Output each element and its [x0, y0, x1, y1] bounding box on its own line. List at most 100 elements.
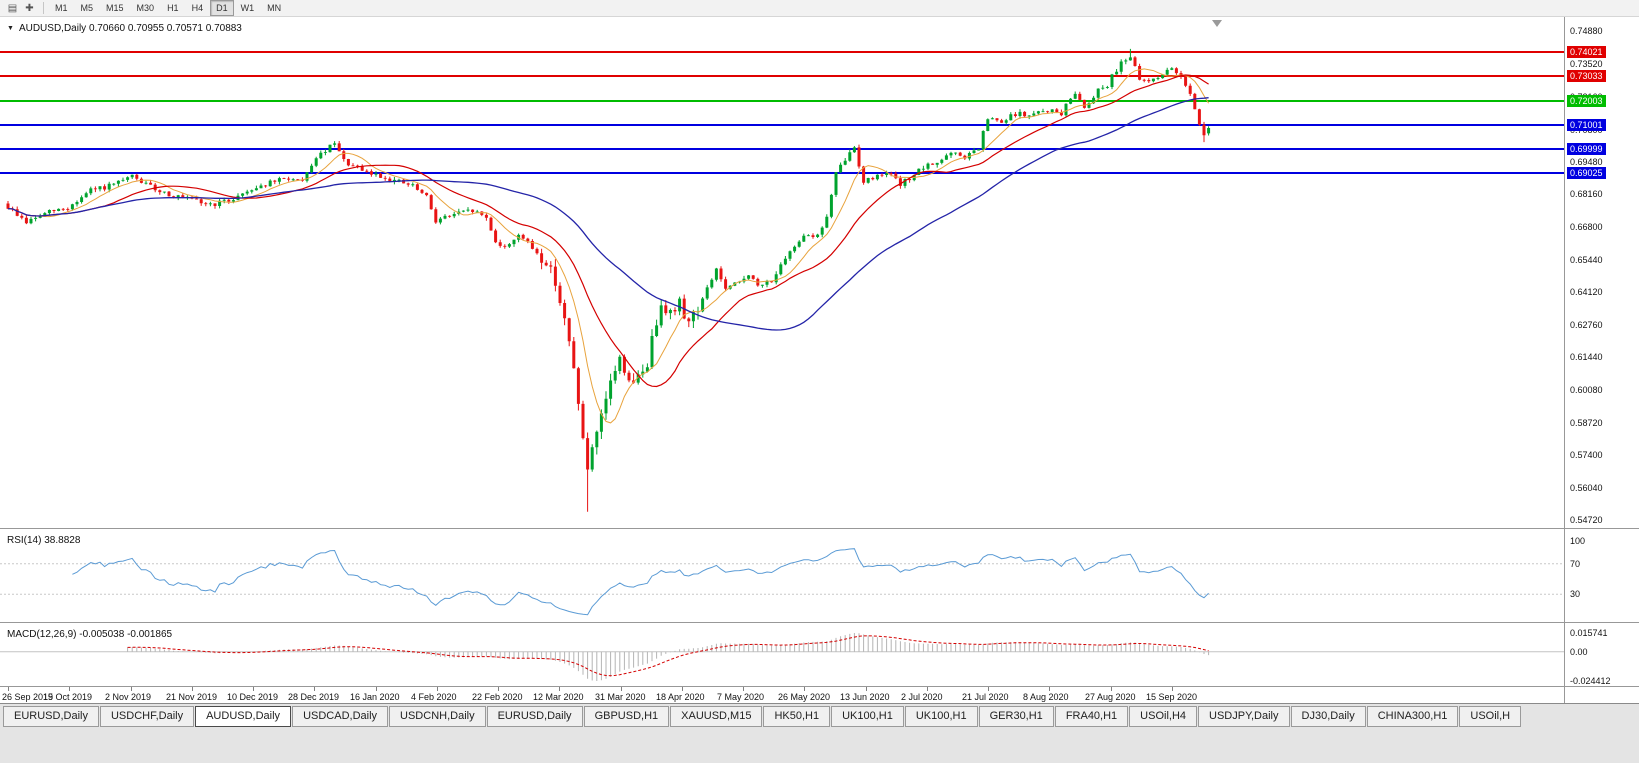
- tab-usdjpy-daily[interactable]: USDJPY,Daily: [1198, 706, 1290, 727]
- tab-gbpusd-h1[interactable]: GBPUSD,H1: [583, 706, 670, 727]
- date-tick: [192, 687, 193, 691]
- date-tick: [498, 687, 499, 691]
- price-axis-label: 0.61440: [1570, 352, 1603, 362]
- date-tick: [376, 687, 377, 691]
- level-price-badge: 0.72003: [1567, 94, 1606, 107]
- price-axis-label: 0.57400: [1570, 449, 1603, 460]
- charts-grid-icon[interactable]: ▤: [7, 2, 18, 14]
- date-label: 15 Oct 2019: [43, 692, 93, 702]
- toolbar: ▤ ✚ M1 M5 M15 M30 H1 H4 D1 W1 MN: [0, 0, 1639, 17]
- tab-china300-h1[interactable]: CHINA300,H1: [1366, 706, 1459, 727]
- timeframe-m5[interactable]: M5: [80, 3, 94, 13]
- tab-usdcad-daily[interactable]: USDCAD,Daily: [292, 706, 389, 727]
- date-label: 18 Apr 2020: [656, 692, 705, 702]
- date-tick: [69, 687, 70, 691]
- timeframe-h4[interactable]: H4: [191, 3, 204, 13]
- tab-hk50-h1[interactable]: HK50,H1: [763, 706, 831, 727]
- date-tick: [743, 687, 744, 691]
- date-label: 13 Jun 2020: [840, 692, 890, 702]
- date-label: 2 Nov 2019: [105, 692, 152, 702]
- chart-tabs: EURUSD,Daily USDCHF,Daily AUDUSD,Daily USDC…: [3, 706, 1637, 727]
- date-label: 12 Mar 2020: [533, 692, 584, 702]
- date-label: 16 Jan 2020: [350, 692, 400, 702]
- timeframe-w1[interactable]: W1: [240, 3, 255, 13]
- rsi-canvas[interactable]: [0, 529, 1564, 622]
- price-axis-label: 0.74880: [1570, 26, 1603, 36]
- chart-tabbar: EURUSD,Daily USDCHF,Daily AUDUSD,Daily USDC…: [0, 703, 1639, 763]
- price-axis-label: 0.73520: [1570, 58, 1603, 69]
- macd-axis-label: 0.00: [1570, 646, 1588, 657]
- tab-usoil-h4[interactable]: USOil,H4: [1129, 706, 1198, 727]
- price-axis[interactable]: 0.748800.735200.721600.708000.694800.681…: [1564, 17, 1639, 528]
- macd-panel: 0.015741 0.00 -0.024412 MACD(12,26,9) -0.0…: [0, 622, 1639, 686]
- date-axis-corner: [1564, 687, 1639, 703]
- tab-eurusd-daily[interactable]: EURUSD,Daily: [486, 706, 583, 727]
- price-axis-label: 0.62760: [1570, 319, 1603, 330]
- date-label: 15 Sep 2020: [1146, 692, 1198, 702]
- timeframe-m1[interactable]: M1: [55, 3, 68, 13]
- tab-eurusd-daily[interactable]: EURUSD,Daily: [3, 706, 99, 727]
- date-axis[interactable]: 26 Sep 2019 15 Oct 2019 2 Nov 2019 21 Nov 2…: [0, 686, 1639, 703]
- tab-uk100-h1[interactable]: UK100,H1: [904, 706, 978, 727]
- timeframe-mn[interactable]: MN: [267, 3, 282, 13]
- price-axis-label: 0.56040: [1570, 482, 1603, 493]
- date-tick: [927, 687, 928, 691]
- level-price-badge: 0.74021: [1567, 45, 1606, 58]
- date-tick: [314, 687, 315, 691]
- tab-fra40-h1[interactable]: FRA40,H1: [1054, 706, 1129, 727]
- tab-usdchf-daily[interactable]: USDCHF,Daily: [99, 706, 195, 727]
- rsi-axis-label: 100: [1570, 536, 1586, 546]
- timeframe-m30[interactable]: M30: [136, 3, 155, 13]
- macd-axis-label: -0.024412: [1570, 676, 1611, 686]
- rsi-label: RSI(14) 38.8828: [7, 535, 81, 546]
- date-label: 21 Jul 2020: [962, 692, 1009, 702]
- tab-dj30-daily[interactable]: DJ30,Daily: [1290, 706, 1366, 727]
- rsi-axis[interactable]: 100 70 30: [1564, 529, 1639, 622]
- level-price-badge: 0.69025: [1567, 167, 1606, 180]
- level-price-badge: 0.71001: [1567, 119, 1606, 132]
- price-axis-label: 0.60080: [1570, 384, 1603, 395]
- level-price-badge: 0.73033: [1567, 69, 1606, 82]
- chart-shift-marker[interactable]: [1212, 20, 1222, 27]
- date-tick: [131, 687, 132, 691]
- chart-title: ▼ AUDUSD,Daily 0.70660 0.70955 0.70571 0…: [7, 23, 242, 34]
- rsi-panel: 100 70 30 RSI(14) 38.8828: [0, 528, 1639, 622]
- timeframe-m15[interactable]: M15: [106, 3, 124, 13]
- date-tick: [437, 687, 438, 691]
- macd-axis[interactable]: 0.015741 0.00 -0.024412: [1564, 623, 1639, 686]
- date-label: 4 Feb 2020: [411, 692, 457, 702]
- price-chart-panel: 0.748800.735200.721600.708000.694800.681…: [0, 17, 1639, 528]
- price-chart-canvas[interactable]: [0, 17, 1564, 528]
- date-label: 27 Aug 2020: [1085, 692, 1136, 702]
- crosshair-icon[interactable]: ✚: [25, 2, 34, 14]
- price-axis-label: 0.65440: [1570, 254, 1603, 265]
- date-label: 10 Dec 2019: [227, 692, 279, 702]
- macd-label: MACD(12,26,9) -0.005038 -0.001865: [7, 629, 173, 640]
- timeframe-h1[interactable]: H1: [167, 3, 179, 13]
- tab-ger30-h1[interactable]: GER30,H1: [978, 706, 1054, 727]
- tab-uk100-h1[interactable]: UK100,H1: [831, 706, 904, 727]
- timeframe-d1[interactable]: D1: [210, 0, 234, 16]
- date-tick: [1111, 687, 1112, 691]
- tab-xauusd-m15[interactable]: XAUUSD,M15: [670, 706, 763, 727]
- date-tick: [559, 687, 560, 691]
- macd-axis-label: 0.015741: [1570, 628, 1608, 638]
- macd-canvas[interactable]: [0, 623, 1564, 686]
- price-axis-label: 0.58720: [1570, 417, 1603, 428]
- tab-audusd-daily[interactable]: AUDUSD,Daily: [195, 706, 292, 727]
- date-tick: [621, 687, 622, 691]
- date-tick: [866, 687, 867, 691]
- date-label: 8 Aug 2020: [1023, 692, 1069, 702]
- chart-menu-icon[interactable]: ▼: [7, 24, 14, 32]
- tab-usoil-h[interactable]: USOil,H: [1459, 706, 1522, 727]
- date-tick: [1172, 687, 1173, 691]
- date-label: 2 Jul 2020: [901, 692, 943, 702]
- date-tick: [804, 687, 805, 691]
- date-tick: [682, 687, 683, 691]
- date-label: 26 Sep 2019: [2, 692, 54, 702]
- date-label: 21 Nov 2019: [166, 692, 218, 702]
- date-label: 26 May 2020: [778, 692, 831, 702]
- price-axis-label: 0.66800: [1570, 221, 1603, 232]
- price-axis-label: 0.54720: [1570, 515, 1603, 525]
- tab-usdcnh-daily[interactable]: USDCNH,Daily: [389, 706, 486, 727]
